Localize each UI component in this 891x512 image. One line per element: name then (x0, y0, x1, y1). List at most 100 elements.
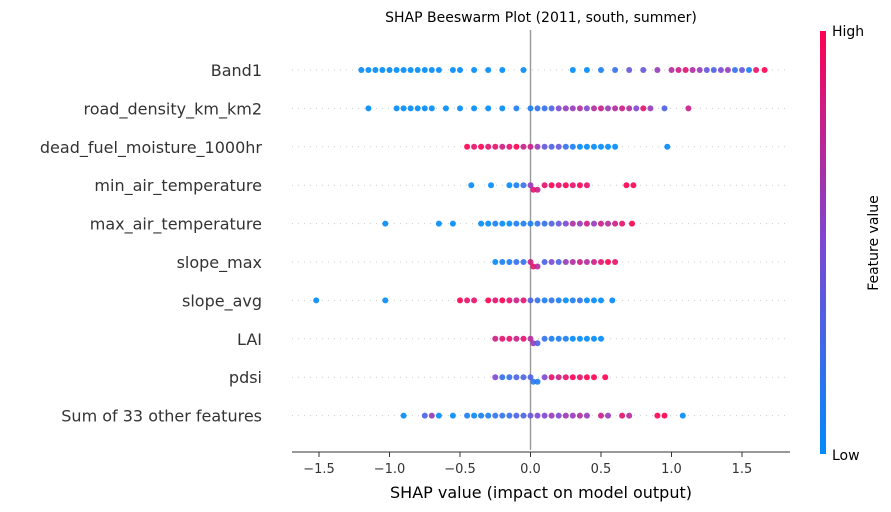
shap-point (414, 105, 421, 112)
shap-point (619, 412, 626, 419)
shap-point (372, 67, 379, 73)
shap-point (679, 412, 686, 419)
feature-label: slope_avg (182, 291, 262, 311)
shap-point (548, 182, 555, 189)
shap-point (393, 105, 400, 112)
shap-point (696, 67, 703, 73)
feature-label: LAI (237, 330, 262, 349)
shap-point (471, 297, 478, 304)
shap-point (506, 297, 513, 304)
shap-point (583, 220, 590, 227)
shap-point (313, 297, 320, 304)
shap-point (527, 182, 534, 189)
shap-point (685, 105, 692, 112)
shap-point (591, 374, 597, 381)
shap-point (576, 143, 583, 150)
shap-point (541, 297, 548, 304)
shap-point (710, 67, 717, 73)
shap-point (661, 105, 668, 112)
shap-point (471, 143, 478, 150)
shap-point (464, 297, 471, 304)
shap-point (449, 67, 456, 73)
shap-point (569, 105, 576, 112)
shap-point (382, 297, 389, 304)
shap-point (485, 412, 492, 419)
shap-point (583, 67, 590, 73)
shap-point (464, 412, 471, 419)
shap-point (492, 335, 499, 342)
shap-point (520, 412, 527, 419)
shap-point (562, 220, 569, 227)
shap-point (499, 220, 506, 227)
shap-point (534, 143, 541, 150)
shap-point (400, 412, 407, 419)
shap-point (612, 143, 619, 150)
shap-point (576, 259, 583, 265)
shap-point (609, 297, 616, 304)
shap-point (527, 374, 534, 381)
x-tick-label: 1.5 (732, 462, 753, 477)
x-tick-label: 1.0 (661, 462, 682, 477)
shap-point (569, 182, 576, 189)
shap-point (562, 412, 569, 419)
shap-point (506, 374, 513, 381)
shap-point (675, 67, 682, 73)
shap-point (478, 412, 485, 419)
shap-point (527, 335, 534, 342)
shap-point (506, 182, 513, 189)
shap-point (520, 259, 527, 265)
shap-point (499, 143, 506, 150)
shap-point (598, 259, 604, 265)
shap-point (492, 297, 499, 304)
shap-point (612, 105, 619, 112)
shap-point (583, 143, 590, 150)
shap-point (457, 67, 463, 73)
shap-point (555, 412, 562, 419)
shap-point (583, 335, 590, 342)
shap-point (602, 374, 609, 381)
shap-point (421, 412, 428, 419)
shap-point (492, 412, 499, 419)
shap-point (499, 297, 506, 304)
row-guides (292, 69, 790, 417)
shap-point (534, 412, 541, 419)
shap-point (703, 67, 710, 73)
x-tick-label: −1.0 (374, 462, 406, 477)
shap-point (541, 105, 548, 112)
shap-point (527, 259, 534, 265)
shap-point (612, 259, 619, 265)
shap-point (562, 335, 569, 342)
shap-point (626, 67, 633, 73)
shap-point (569, 67, 576, 73)
shap-point (541, 220, 548, 227)
shap-point (534, 220, 541, 227)
feature-label: Band1 (211, 61, 262, 80)
x-axis-label: SHAP value (impact on model output) (390, 483, 692, 502)
shap-point (499, 259, 506, 265)
shap-point (576, 220, 583, 227)
shap-point (382, 220, 389, 227)
shap-point (654, 412, 661, 419)
shap-point (626, 412, 633, 419)
colorbar-high-label: High (832, 24, 864, 40)
shap-point (379, 67, 386, 73)
shap-point (555, 105, 562, 112)
chart-title: SHAP Beeswarm Plot (2011, south, summer) (385, 10, 697, 26)
shap-point (591, 105, 597, 112)
shap-point (664, 143, 671, 150)
shap-point (541, 182, 548, 189)
shap-point (591, 220, 597, 227)
shap-point (421, 105, 428, 112)
shap-point (746, 67, 752, 73)
shap-point (478, 143, 485, 150)
shap-point (583, 259, 590, 265)
shap-point (513, 335, 520, 342)
shap-point (527, 143, 534, 150)
shap-point (365, 105, 372, 112)
shap-point (527, 412, 534, 419)
shap-point (562, 297, 569, 304)
shap-point (623, 182, 630, 189)
shap-point (576, 374, 583, 381)
feature-label: Sum of 33 other features (61, 407, 262, 426)
